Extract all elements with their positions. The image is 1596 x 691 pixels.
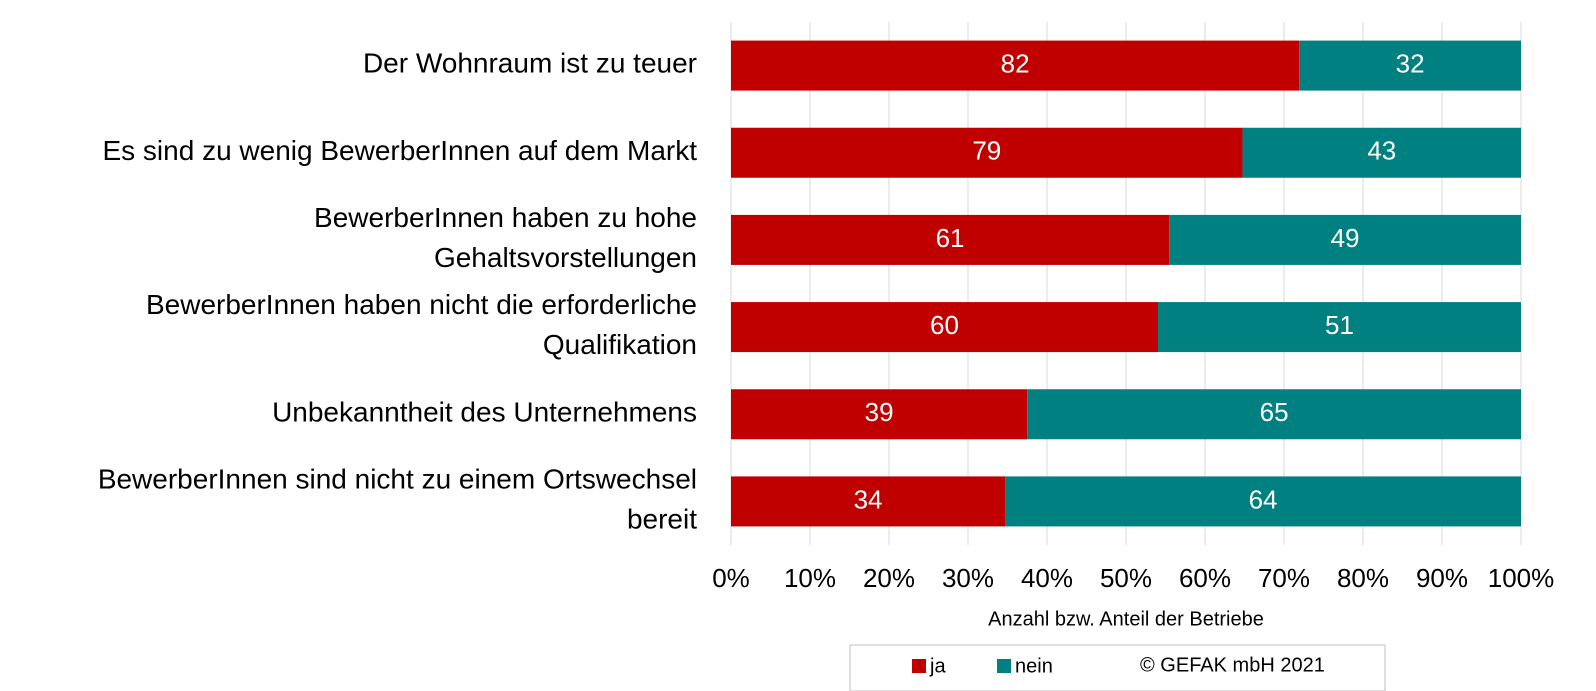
bar-segment [731, 127, 1243, 178]
bar-segment [731, 40, 1300, 91]
data-label: 82 [1001, 48, 1030, 78]
bar-segment [1169, 214, 1521, 265]
x-tick-label: 70% [1258, 563, 1310, 593]
data-label: 65 [1260, 397, 1289, 427]
x-tick-label: 30% [942, 563, 994, 593]
bar-segment [1005, 476, 1521, 527]
legend-label: nein [1015, 655, 1053, 677]
x-tick-label: 20% [863, 563, 915, 593]
bar-segment [1027, 389, 1521, 440]
data-label: 39 [865, 397, 894, 427]
bar-segment [731, 214, 1170, 265]
x-tick-label: 0% [712, 563, 750, 593]
data-label: 34 [854, 484, 883, 514]
data-label: 43 [1367, 136, 1396, 166]
category-label: Es sind zu wenig BewerberInnen auf dem M… [102, 135, 697, 166]
data-label: 32 [1396, 48, 1425, 78]
x-tick-label: 80% [1337, 563, 1389, 593]
legend-label: ja [929, 655, 946, 677]
bar-segment [1242, 127, 1521, 178]
category-label: Der Wohnraum ist zu teuer [363, 48, 697, 79]
bar-segment [731, 302, 1159, 353]
category-label: BewerberInnen haben nicht die erforderli… [146, 289, 697, 360]
data-label: 51 [1325, 310, 1354, 340]
bar-segment [731, 389, 1028, 440]
data-label: 61 [936, 223, 965, 253]
category-label: BewerberInnen haben zu hohe Gehaltsvorste… [314, 202, 697, 273]
x-tick-label: 100% [1488, 563, 1555, 593]
x-tick-label: 90% [1416, 563, 1468, 593]
bar-segment [1299, 40, 1521, 91]
bar-segment [731, 476, 1006, 527]
annotation: © GEFAK mbH 2021 [1140, 654, 1325, 676]
legend-box [849, 644, 1386, 691]
bar-segment [1158, 302, 1521, 353]
x-tick-label: 50% [1100, 563, 1152, 593]
category-label: BewerberInnen sind nicht zu einem Ortswe… [98, 464, 697, 535]
category-label: Unbekanntheit des Unternehmens [272, 397, 697, 428]
x-tick-label: 40% [1021, 563, 1073, 593]
x-tick-label: 60% [1179, 563, 1231, 593]
x-axis-label: Anzahl bzw. Anteil der Betriebe [988, 608, 1264, 630]
x-tick-label: 10% [784, 563, 836, 593]
data-label: 60 [930, 310, 959, 340]
legend-swatch [997, 659, 1011, 673]
data-label: 79 [972, 136, 1001, 166]
data-label: 49 [1331, 223, 1360, 253]
legend-swatch [912, 659, 926, 673]
data-label: 64 [1249, 484, 1278, 514]
